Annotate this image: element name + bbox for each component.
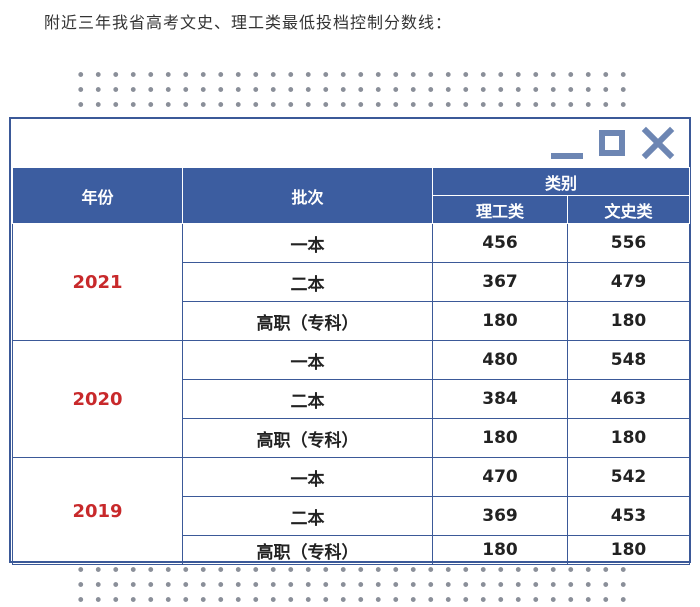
arts-score-cell: 463: [566, 379, 691, 419]
batch-cell: 一本: [182, 340, 433, 380]
batch-cell: 高职（专科）: [182, 418, 433, 458]
batch-cell: 一本: [182, 223, 433, 263]
header-arts: 文史类: [566, 195, 691, 224]
arts-score-cell: 556: [566, 223, 691, 263]
header-science: 理工类: [432, 195, 568, 224]
science-score-cell: 180: [432, 535, 568, 565]
year-cell: 2020: [12, 340, 183, 458]
dot-pattern-top: [72, 67, 632, 107]
science-score-cell: 470: [432, 457, 568, 497]
table-row: 2019 一本 470 542: [12, 457, 691, 565]
window-controls: [551, 123, 675, 163]
batch-cell: 二本: [182, 379, 433, 419]
arts-score-cell: 542: [566, 457, 691, 497]
page-caption: 附近三年我省高考文史、理工类最低投档控制分数线：: [44, 13, 453, 32]
dot-pattern-bottom: [72, 562, 632, 607]
batch-cell: 高职（专科）: [182, 535, 433, 565]
table-row: 二本 369 453: [13, 496, 691, 536]
table-window: 年份 批次 类别 理工类 文史类 2021 一本 456 556 二本 367 …: [9, 117, 691, 565]
table-row: 2021 一本 456 556: [12, 223, 691, 341]
arts-score-cell: 180: [566, 535, 691, 565]
table-row: 高职（专科） 180 180: [13, 535, 691, 565]
arts-score-cell: 479: [566, 262, 691, 302]
year-cell: 2021: [12, 223, 183, 341]
science-score-cell: 180: [432, 301, 568, 341]
arts-score-cell: 453: [566, 496, 691, 536]
table-row: 高职（专科） 180 180: [13, 301, 691, 341]
close-icon: [641, 126, 675, 160]
table-row: 2020 一本 480 548: [12, 340, 691, 458]
score-table: 年份 批次 类别 理工类 文史类 2021 一本 456 556 二本 367 …: [12, 167, 691, 565]
header-year: 年份: [12, 167, 183, 224]
arts-score-cell: 180: [566, 301, 691, 341]
header-category: 类别: [431, 167, 691, 196]
batch-cell: 高职（专科）: [182, 301, 433, 341]
table-row: 二本 384 463: [13, 379, 691, 419]
batch-cell: 二本: [182, 496, 433, 536]
table-row: 高职（专科） 180 180: [13, 418, 691, 458]
header-batch: 批次: [182, 167, 433, 224]
table-row: 二本 367 479: [13, 262, 691, 302]
batch-cell: 一本: [182, 457, 433, 497]
year-cell: 2019: [12, 457, 183, 565]
science-score-cell: 384: [432, 379, 568, 419]
science-score-cell: 456: [432, 223, 568, 263]
science-score-cell: 180: [432, 418, 568, 458]
science-score-cell: 480: [432, 340, 568, 380]
batch-cell: 二本: [182, 262, 433, 302]
science-score-cell: 367: [432, 262, 568, 302]
arts-score-cell: 180: [566, 418, 691, 458]
arts-score-cell: 548: [566, 340, 691, 380]
minimize-icon: [551, 123, 583, 163]
maximize-icon: [599, 130, 625, 156]
science-score-cell: 369: [432, 496, 568, 536]
